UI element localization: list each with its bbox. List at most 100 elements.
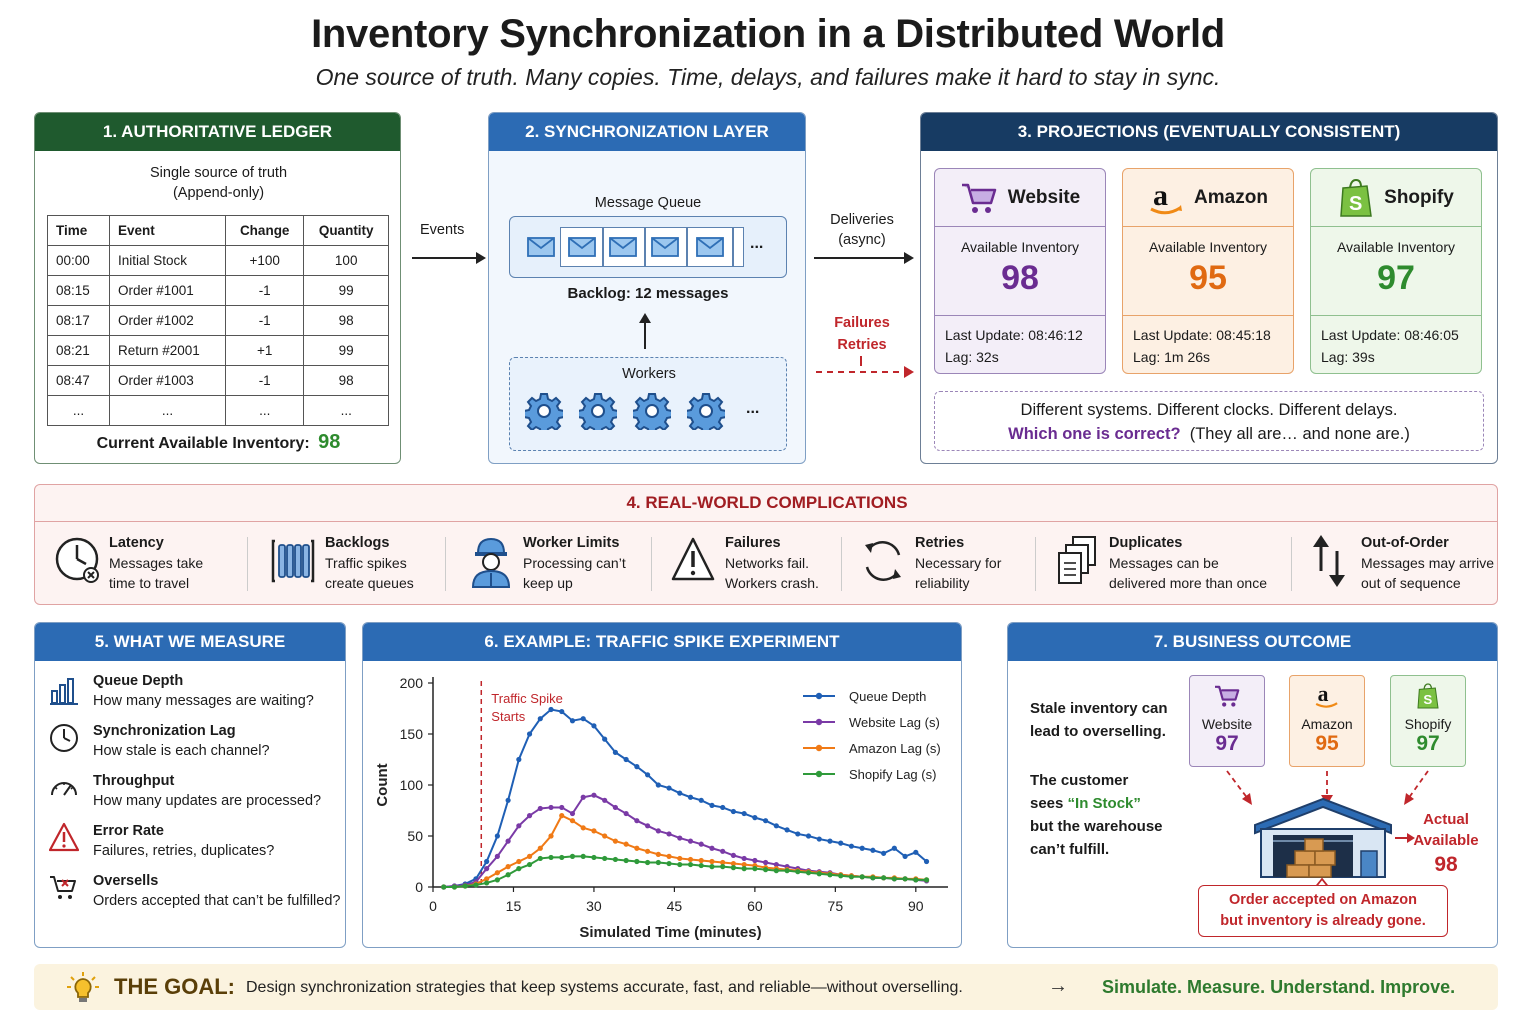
svg-text:a: a — [1153, 179, 1168, 212]
data-point — [784, 868, 790, 874]
projection-shopify: S Shopify Available Inventory 97 Last Up… — [1310, 168, 1482, 374]
data-point — [623, 841, 629, 847]
data-point — [720, 864, 726, 870]
data-point — [537, 716, 543, 722]
failures-label: Failures — [834, 315, 890, 331]
message-queue: ... — [509, 216, 787, 278]
data-point — [720, 848, 726, 854]
cart-error-icon — [50, 876, 76, 899]
svg-text:S: S — [1423, 692, 1432, 707]
shopping-cart-icon — [961, 183, 996, 213]
data-point — [687, 794, 694, 800]
data-point — [870, 875, 876, 881]
complication-title: Failures — [725, 535, 781, 551]
mini-channel-name: Shopify — [1404, 716, 1452, 732]
data-point — [902, 853, 908, 859]
complication-line: Networks fail. — [725, 555, 810, 571]
events-label: Events — [420, 222, 465, 238]
measure-desc: Orders accepted that can’t be fulfilled? — [93, 893, 341, 909]
mini-shopify: S Shopify 97 — [1390, 675, 1466, 767]
legend-label: Shopify Lag (s) — [849, 767, 936, 782]
failures-arrow — [816, 356, 914, 378]
data-point — [730, 852, 737, 858]
data-point — [569, 853, 576, 859]
data-point — [537, 845, 543, 851]
outcome-text-3: The customer — [1030, 772, 1129, 789]
data-point — [655, 782, 661, 788]
data-point — [816, 871, 822, 877]
up-arrow-icon — [639, 313, 651, 349]
data-point — [677, 861, 683, 868]
goal-bar: THE GOAL: Design synchronization strateg… — [34, 964, 1498, 1010]
data-point — [666, 853, 672, 859]
data-point — [569, 810, 576, 817]
data-point — [623, 810, 629, 817]
x-axis-label: Simulated Time (minutes) — [579, 924, 761, 941]
data-point — [644, 772, 651, 778]
cell: 99 — [303, 275, 389, 306]
channel-name: Amazon — [1194, 186, 1268, 208]
col-quantity: Quantity — [303, 215, 389, 246]
queue-label: Message Queue — [594, 195, 702, 211]
measure-title: Oversells — [93, 873, 159, 889]
data-point — [580, 794, 586, 800]
data-point — [494, 877, 500, 883]
projection-website: Website Available Inventory 98 Last Upda… — [934, 168, 1106, 374]
data-point — [602, 833, 608, 839]
last-update: Last Update: 08:46:12 — [945, 327, 1083, 343]
data-point — [526, 731, 533, 737]
table-row: 08:47 Order #1003 -1 98 — [47, 365, 389, 396]
outcome-header: 7. BUSINESS OUTCOME — [1008, 623, 1497, 661]
data-point — [602, 855, 608, 862]
mini-amazon: a Amazon 95 — [1289, 675, 1365, 767]
alert-line-1: Order accepted on Amazon — [1228, 892, 1417, 908]
data-point — [580, 853, 586, 859]
cell: 98 — [303, 365, 389, 396]
complication-line: Workers crash. — [725, 575, 819, 591]
table-row: 08:21 Return #2001 +1 99 — [47, 335, 389, 366]
measure-desc: How many messages are waiting? — [93, 693, 314, 709]
data-point — [526, 813, 533, 819]
complication-retries: Retries Necessary for reliability — [861, 533, 1001, 597]
available-value: 95 — [1189, 259, 1227, 297]
data-point — [730, 865, 737, 871]
data-point — [923, 877, 930, 883]
complication-failures: Failures Networks fail. Workers crash. — [671, 533, 819, 597]
data-point — [838, 840, 844, 846]
envelope-icon — [527, 237, 555, 257]
x-tick-label: 0 — [429, 898, 437, 914]
ledger-header-row: Time Event Change Quantity — [47, 215, 389, 246]
envelope-icon — [568, 237, 596, 257]
data-point — [763, 859, 769, 866]
example-header: 6. EXAMPLE: TRAFFIC SPIKE EXPERIMENT — [363, 623, 961, 661]
data-point — [591, 828, 597, 834]
data-point — [666, 831, 672, 837]
sync-header: 2. SYNCHRONIZATION LAYER — [489, 113, 805, 151]
spike-label: Starts — [491, 709, 525, 724]
complication-line: delivered more than once — [1109, 575, 1267, 591]
measure-header: 5. WHAT WE MEASURE — [35, 623, 345, 661]
workers-label: Workers — [622, 366, 676, 382]
events-arrow — [412, 252, 486, 264]
actual-label-2: Available — [1413, 832, 1479, 849]
data-point — [537, 855, 543, 862]
actual-label-1: Actual — [1423, 811, 1469, 828]
ledger-note-2: (Append-only) — [172, 185, 265, 201]
data-point — [634, 818, 640, 824]
measure-item: Oversells Orders accepted that can’t be f… — [49, 871, 340, 911]
warning-icon — [671, 537, 715, 581]
y-tick-label: 0 — [415, 879, 423, 895]
gear-icon — [633, 393, 671, 430]
deliveries-label: Deliveries — [830, 212, 894, 228]
data-point — [698, 862, 704, 869]
available-label: Available Inventory — [1336, 239, 1456, 255]
data-point — [773, 868, 779, 874]
data-point — [644, 823, 651, 829]
data-point — [730, 808, 737, 815]
data-point — [687, 856, 694, 863]
data-point — [548, 804, 554, 811]
queue-ellipsis: ... — [750, 235, 764, 252]
cell: Order #1003 — [109, 365, 226, 396]
clock-icon — [55, 537, 99, 583]
data-point — [891, 876, 897, 882]
